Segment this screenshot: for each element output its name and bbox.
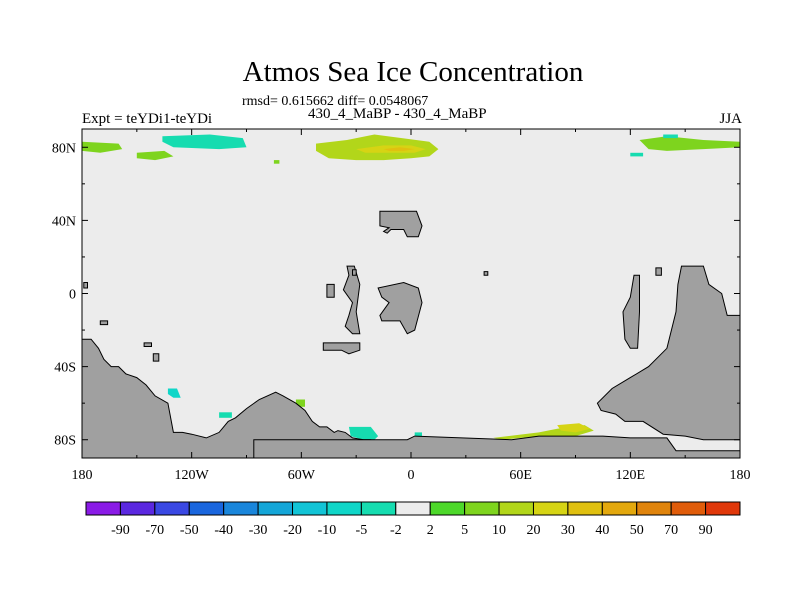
colorbar-swatch	[154, 501, 190, 516]
axes-layer: 180 120W 60W 0 60E 120E 180 80S 40S 0 40N 80N	[52, 128, 751, 483]
season-label: JJA	[719, 111, 742, 127]
colorbar-swatch	[85, 501, 121, 516]
colorbar-label: -90	[111, 523, 130, 538]
land-tiny-island-g	[483, 271, 489, 276]
map-layer	[81, 129, 741, 459]
land-small-island-f	[152, 353, 160, 362]
land-small-island-a	[326, 283, 335, 298]
ice-anomaly-arctic-west	[82, 141, 123, 153]
colorbar-swatch	[636, 501, 672, 516]
experiment-label: Expt = teYDi1-teYDi	[82, 111, 213, 127]
ice-anomaly-arctic-peak	[383, 147, 415, 151]
x-tick-label: 60E	[509, 468, 532, 483]
land-equatorial-blob-a	[342, 265, 361, 335]
colorbar-swatch	[188, 501, 225, 516]
land-north-landmass	[379, 210, 423, 238]
ice-anomaly-arctic-east-a	[639, 136, 740, 151]
colorbar-label: -10	[318, 523, 337, 538]
ice-anomaly-arctic-east-b	[136, 150, 174, 161]
colorbar-swatch	[326, 501, 362, 516]
x-tick-label: 120W	[175, 468, 210, 483]
ice-anomaly-south-neg-b	[348, 426, 379, 440]
x-tick-label: 60W	[288, 468, 316, 483]
colorbar-swatch	[119, 501, 156, 516]
colorbar-label: 30	[561, 523, 575, 538]
colorbar-swatch	[532, 501, 569, 516]
colorbar-label: 90	[699, 523, 713, 538]
colorbar-label: 20	[526, 523, 540, 538]
colorbar: -90 -70 -50 -40 -30 -20 -10 -5 -2 2 5 10 20 30 40 50 70 9…	[85, 501, 741, 538]
colorbar-label: 2	[427, 523, 434, 538]
ice-anomaly-south-neg-a	[167, 388, 181, 398]
colorbar-swatch	[257, 501, 294, 516]
y-tick-label: 80N	[52, 141, 76, 156]
x-tick-label: 120E	[616, 468, 646, 483]
colorbar-label: -40	[214, 523, 233, 538]
y-tick-label: 40S	[54, 361, 76, 376]
land-equatorial-blob-b	[377, 281, 423, 335]
colorbar-label: -70	[146, 523, 165, 538]
ice-anomaly-south-neg-d	[414, 432, 422, 437]
land-east-continent	[596, 265, 741, 441]
colorbar-label: 70	[664, 523, 678, 538]
land-small-island-b	[352, 269, 357, 276]
x-tick-label: 0	[408, 468, 415, 483]
land-west-continent	[81, 338, 376, 459]
colorbar-label: 10	[492, 523, 506, 538]
land-tiny-island-h	[655, 267, 662, 276]
colorbar-swatch	[498, 501, 534, 516]
y-tick-label: 80S	[54, 434, 76, 449]
ice-anomaly-arctic-neg-b	[630, 152, 644, 157]
colorbar-swatch	[464, 501, 500, 516]
y-tick-label: 40N	[52, 214, 76, 229]
colorbar-swatch	[360, 501, 397, 516]
colorbar-swatch	[292, 501, 328, 516]
land-tiny-island-i	[83, 282, 88, 289]
y-tick-label: 0	[69, 288, 76, 303]
colorbar-swatch	[223, 501, 259, 516]
colorbar-label: -2	[390, 523, 402, 538]
colorbar-swatch	[567, 501, 603, 516]
colorbar-label: 40	[595, 523, 609, 538]
x-tick-label: 180	[730, 468, 751, 483]
colorbar-label: -30	[249, 523, 268, 538]
colorbar-swatch	[395, 501, 431, 516]
land-small-island-e	[99, 320, 109, 326]
colorbar-label: 50	[630, 523, 644, 538]
colorbar-swatch	[705, 501, 741, 516]
colorbar-label: -20	[283, 523, 302, 538]
land-small-island-c	[322, 342, 361, 355]
colorbar-label: -50	[180, 523, 199, 538]
ice-anomaly-arctic-dot	[273, 160, 280, 164]
colorbar-label: -5	[356, 523, 368, 538]
colorbar-swatch	[601, 501, 638, 516]
ice-anomaly-south-pos-c	[557, 423, 591, 433]
x-tick-label: 180	[72, 468, 93, 483]
colorbar-label: 5	[461, 523, 468, 538]
land-east-island-chain	[622, 274, 640, 349]
ice-anomaly-arctic-neg-a	[162, 134, 247, 150]
ice-anomaly-arctic-neg-c	[663, 134, 678, 139]
colorbar-swatch	[429, 501, 466, 516]
land-south-strip	[253, 435, 741, 459]
stats-text: rmsd= 0.615662 diff= 0.0548067	[242, 94, 429, 109]
colorbar-swatch	[670, 501, 707, 516]
land-small-island-d	[143, 342, 152, 347]
period-label: 430_4_MaBP - 430_4_MaBP	[308, 106, 487, 122]
chart-title: Atmos Sea Ice Concentration	[242, 56, 584, 88]
ice-anomaly-south-neg-c	[219, 412, 232, 418]
